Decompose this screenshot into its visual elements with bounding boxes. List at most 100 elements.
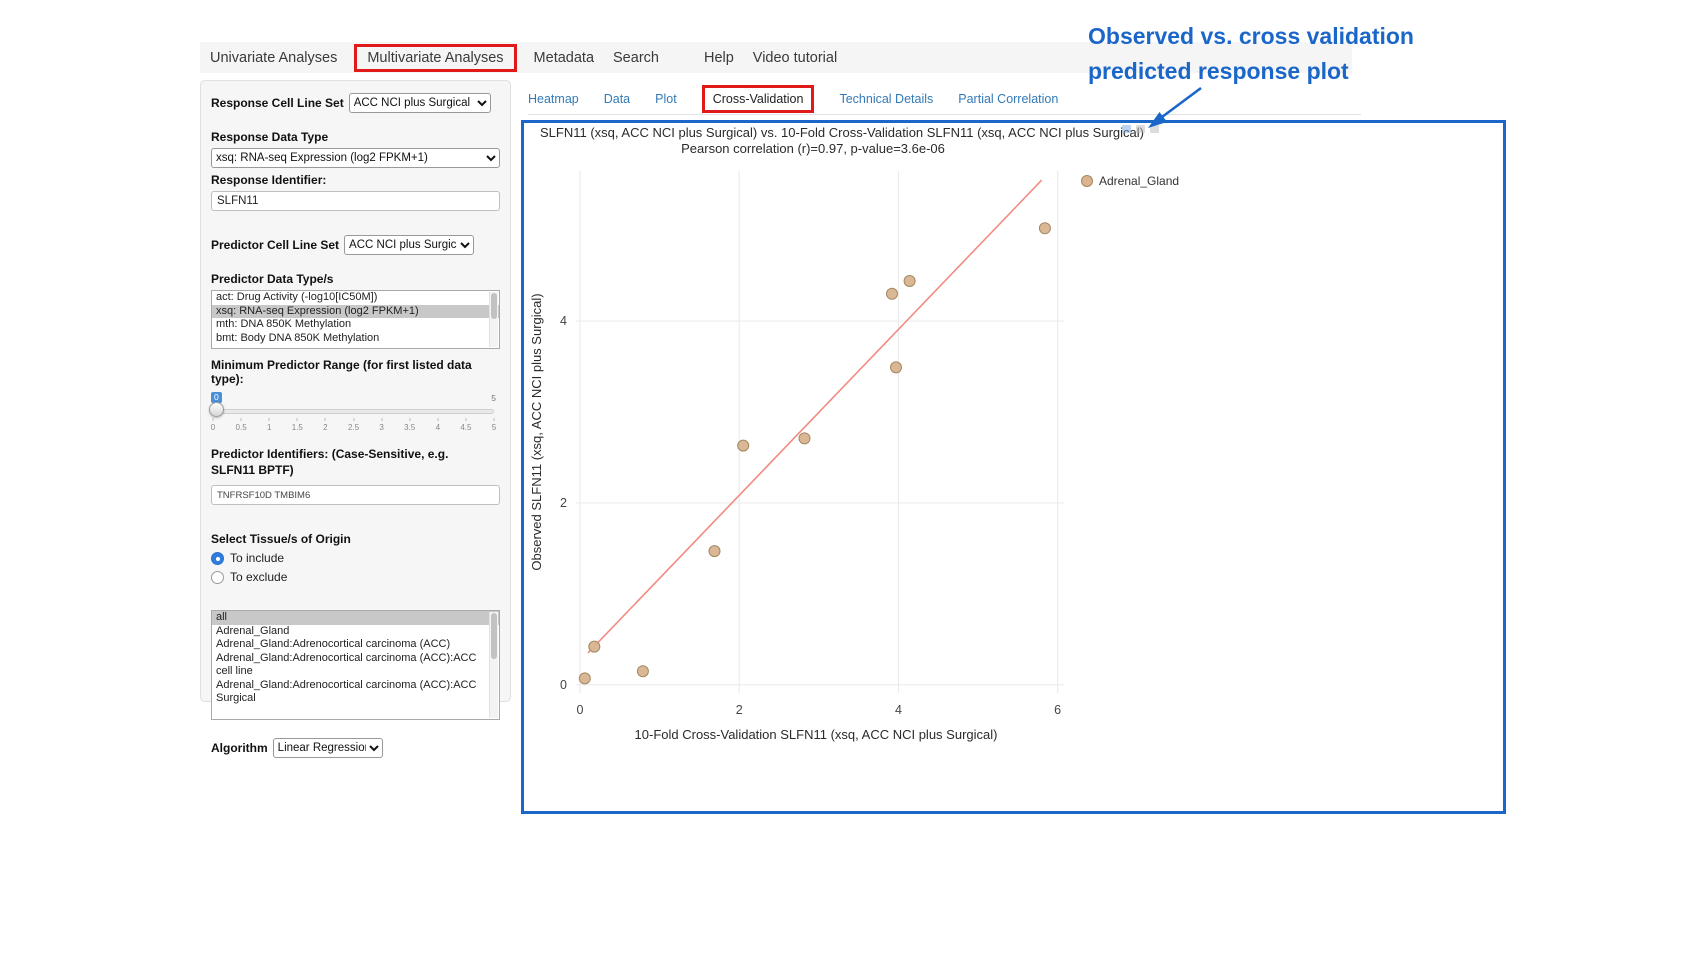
response-identifier-label: Response Identifier: (211, 173, 327, 187)
data-point[interactable] (588, 640, 601, 653)
predictor-data-type-option-act-drug-activity-log10-ic50m[interactable]: act: Drug Activity (-log10[IC50M]) (216, 291, 378, 303)
slider-tick-mark (268, 418, 270, 421)
pan-icon[interactable] (1150, 125, 1159, 133)
tissue-include-radio[interactable]: To include (211, 551, 500, 565)
x-tick-label: 2 (736, 703, 743, 717)
slider-tick-mark (493, 418, 495, 421)
tissue-option-all[interactable]: all (212, 611, 499, 625)
algorithm-select[interactable]: Linear Regression (272, 738, 383, 759)
tissue-exclude-label: To exclude (230, 570, 288, 585)
slider-tick-mark (381, 418, 383, 421)
data-point[interactable] (798, 432, 811, 445)
data-point[interactable] (636, 665, 649, 678)
slider-tick-label: 3.5 (404, 423, 416, 432)
predictor-data-types-label: Predictor Data Type/s (211, 272, 334, 286)
tab-data[interactable]: Data (603, 92, 631, 106)
response-cell-line-set-row: Response Cell Line Set ACC NCI plus Surg… (211, 93, 500, 113)
predictor-cell-line-set-label: Predictor Cell Line Set (211, 238, 340, 252)
radio-checked-icon[interactable] (211, 551, 224, 565)
tissue-option-adrenal-gland-adrenocortical-carcinoma-a[interactable]: Adrenal_Gland:Adrenocortical carcinoma (… (216, 678, 477, 705)
result-tabs: Heatmap Data Plot Cross-Validation Technical… (528, 84, 1361, 115)
zoom-icon[interactable] (1136, 125, 1145, 133)
predictor-cell-line-set-row: Predictor Cell Line Set ACC NCI plus Sur… (211, 235, 500, 255)
response-data-type-select[interactable]: xsq: RNA-seq Expression (log2 FPKM+1) (211, 148, 500, 168)
response-cell-line-set-select[interactable]: ACC NCI plus Surgical (348, 93, 491, 113)
chart-subtitle: Pearson correlation (r)=0.97, p-value=3.… (681, 141, 945, 156)
plot-modebar (1122, 125, 1159, 133)
slider-handle[interactable] (209, 402, 224, 417)
predictor-data-type-option-bmt-body-dna-850k-methylation[interactable]: bmt: Body DNA 850K Methylation (216, 331, 380, 344)
predictor-list-scrollbar[interactable] (489, 292, 498, 347)
slider-value-badge: 0 (211, 392, 222, 403)
data-point[interactable] (708, 545, 721, 558)
slider-tick-label: 1 (266, 423, 272, 432)
slider-tick-mark (437, 418, 439, 421)
nav-item-metadata[interactable]: Metadata (533, 49, 595, 66)
y-tick-label: 0 (560, 678, 567, 692)
slider-tick-mark (465, 418, 467, 421)
legend-marker-icon (1081, 175, 1093, 187)
data-point[interactable] (886, 287, 898, 300)
slider-tick-label: 4.5 (460, 423, 472, 432)
nav-item-multivariate-analyses[interactable]: Multivariate Analyses (354, 43, 517, 72)
min-predictor-range-slider[interactable]: 0 5 0 0.5 1 1.5 2 2.5 3 3.5 4 4.5 5 (209, 392, 497, 436)
slider-tick-mark (409, 418, 411, 421)
slider-max-label: 5 (491, 393, 496, 403)
tab-heatmap[interactable]: Heatmap (528, 92, 579, 106)
tab-cross-validation[interactable]: Cross-Validation (701, 85, 815, 113)
slider-tick-mark (324, 418, 326, 421)
nav-item-help[interactable]: Help (703, 49, 734, 66)
annotation-line-2: predicted response plot (1088, 57, 1349, 84)
data-point[interactable] (1038, 222, 1051, 235)
scrollbar-thumb[interactable] (491, 613, 497, 660)
data-point[interactable] (737, 439, 750, 452)
tab-plot[interactable]: Plot (655, 92, 677, 106)
x-axis-title: 10-Fold Cross-Validation SLFN11 (xsq, AC… (635, 727, 998, 742)
tissue-list-scrollbar[interactable] (489, 612, 498, 719)
slider-tick-mark (212, 418, 214, 421)
tissue-option-adrenal-gland-adrenocortical-carcinoma-a[interactable]: Adrenal_Gland:Adrenocortical carcinoma (… (216, 638, 451, 651)
regression-line (587, 179, 1043, 654)
slider-tick-label: 5 (491, 423, 497, 432)
slider-tick-label: 1.5 (291, 423, 303, 432)
slider-tick-label: 0 (210, 423, 216, 432)
data-point[interactable] (903, 275, 916, 287)
predictor-identifiers-input[interactable] (211, 485, 500, 506)
predictor-data-type-option-mth-dna-850k-methylation[interactable]: mth: DNA 850K Methylation (216, 318, 352, 330)
nav-item-video-tutorial[interactable]: Video tutorial (752, 49, 838, 66)
tissue-exclude-radio[interactable]: To exclude (211, 570, 500, 584)
y-tick-label: 2 (560, 496, 567, 510)
camera-icon[interactable] (1122, 125, 1131, 133)
x-tick-label: 4 (895, 703, 902, 717)
nav-item-univariate-analyses[interactable]: Univariate Analyses (210, 49, 338, 66)
predictor-data-type-option-xsq-rna-seq-expression-log2-fpkm-1[interactable]: xsq: RNA-seq Expression (log2 FPKM+1) (212, 304, 499, 318)
predictor-identifiers-label: Predictor Identifiers: (Case-Sensitive, … (211, 447, 449, 478)
tab-technical-details[interactable]: Technical Details (839, 92, 934, 106)
data-point[interactable] (578, 672, 591, 685)
predictor-data-types-list[interactable]: act: Drug Activity (-log10[IC50M]) xsq: R… (211, 290, 500, 349)
slider-tick-mark (240, 418, 242, 421)
radio-unchecked-icon[interactable] (211, 570, 224, 584)
algorithm-row: Algorithm Linear Regression (211, 738, 500, 759)
nav-item-search[interactable]: Search (613, 49, 659, 66)
data-point[interactable] (890, 361, 902, 374)
x-tick-label: 0 (577, 703, 584, 717)
slider-tick-label: 4 (435, 423, 441, 432)
annotation-arrow-icon (1148, 86, 1202, 128)
response-cell-line-set-label: Response Cell Line Set (211, 96, 344, 110)
tissue-option-adrenal-gland-adrenocortical-carcinoma-a[interactable]: Adrenal_Gland:Adrenocortical carcinoma (… (216, 651, 477, 678)
tissue-list[interactable]: all Adrenal_Gland Adrenal_Gland:Adrenocort… (211, 610, 500, 721)
legend-label[interactable]: Adrenal_Gland (1099, 174, 1179, 188)
annotation-line-1: Observed vs. cross validation (1088, 23, 1414, 49)
chart-title: SLFN11 (xsq, ACC NCI plus Surgical) vs. … (540, 125, 1144, 140)
predictor-cell-line-set-select[interactable]: ACC NCI plus Surgical (344, 235, 475, 255)
slider-track[interactable] (213, 409, 494, 414)
slider-ticks: 0 0.5 1 1.5 2 2.5 3 3.5 4 4.5 5 (210, 418, 497, 434)
tissue-option-adrenal-gland[interactable]: Adrenal_Gland (216, 624, 290, 637)
scrollbar-thumb[interactable] (491, 293, 497, 319)
tab-partial-correlation[interactable]: Partial Correlation (958, 92, 1059, 106)
slider-tick-label: 2.5 (347, 423, 360, 432)
response-identifier-input[interactable] (211, 191, 500, 211)
top-nav: Univariate Analyses Multivariate Analyses… (200, 42, 1352, 73)
